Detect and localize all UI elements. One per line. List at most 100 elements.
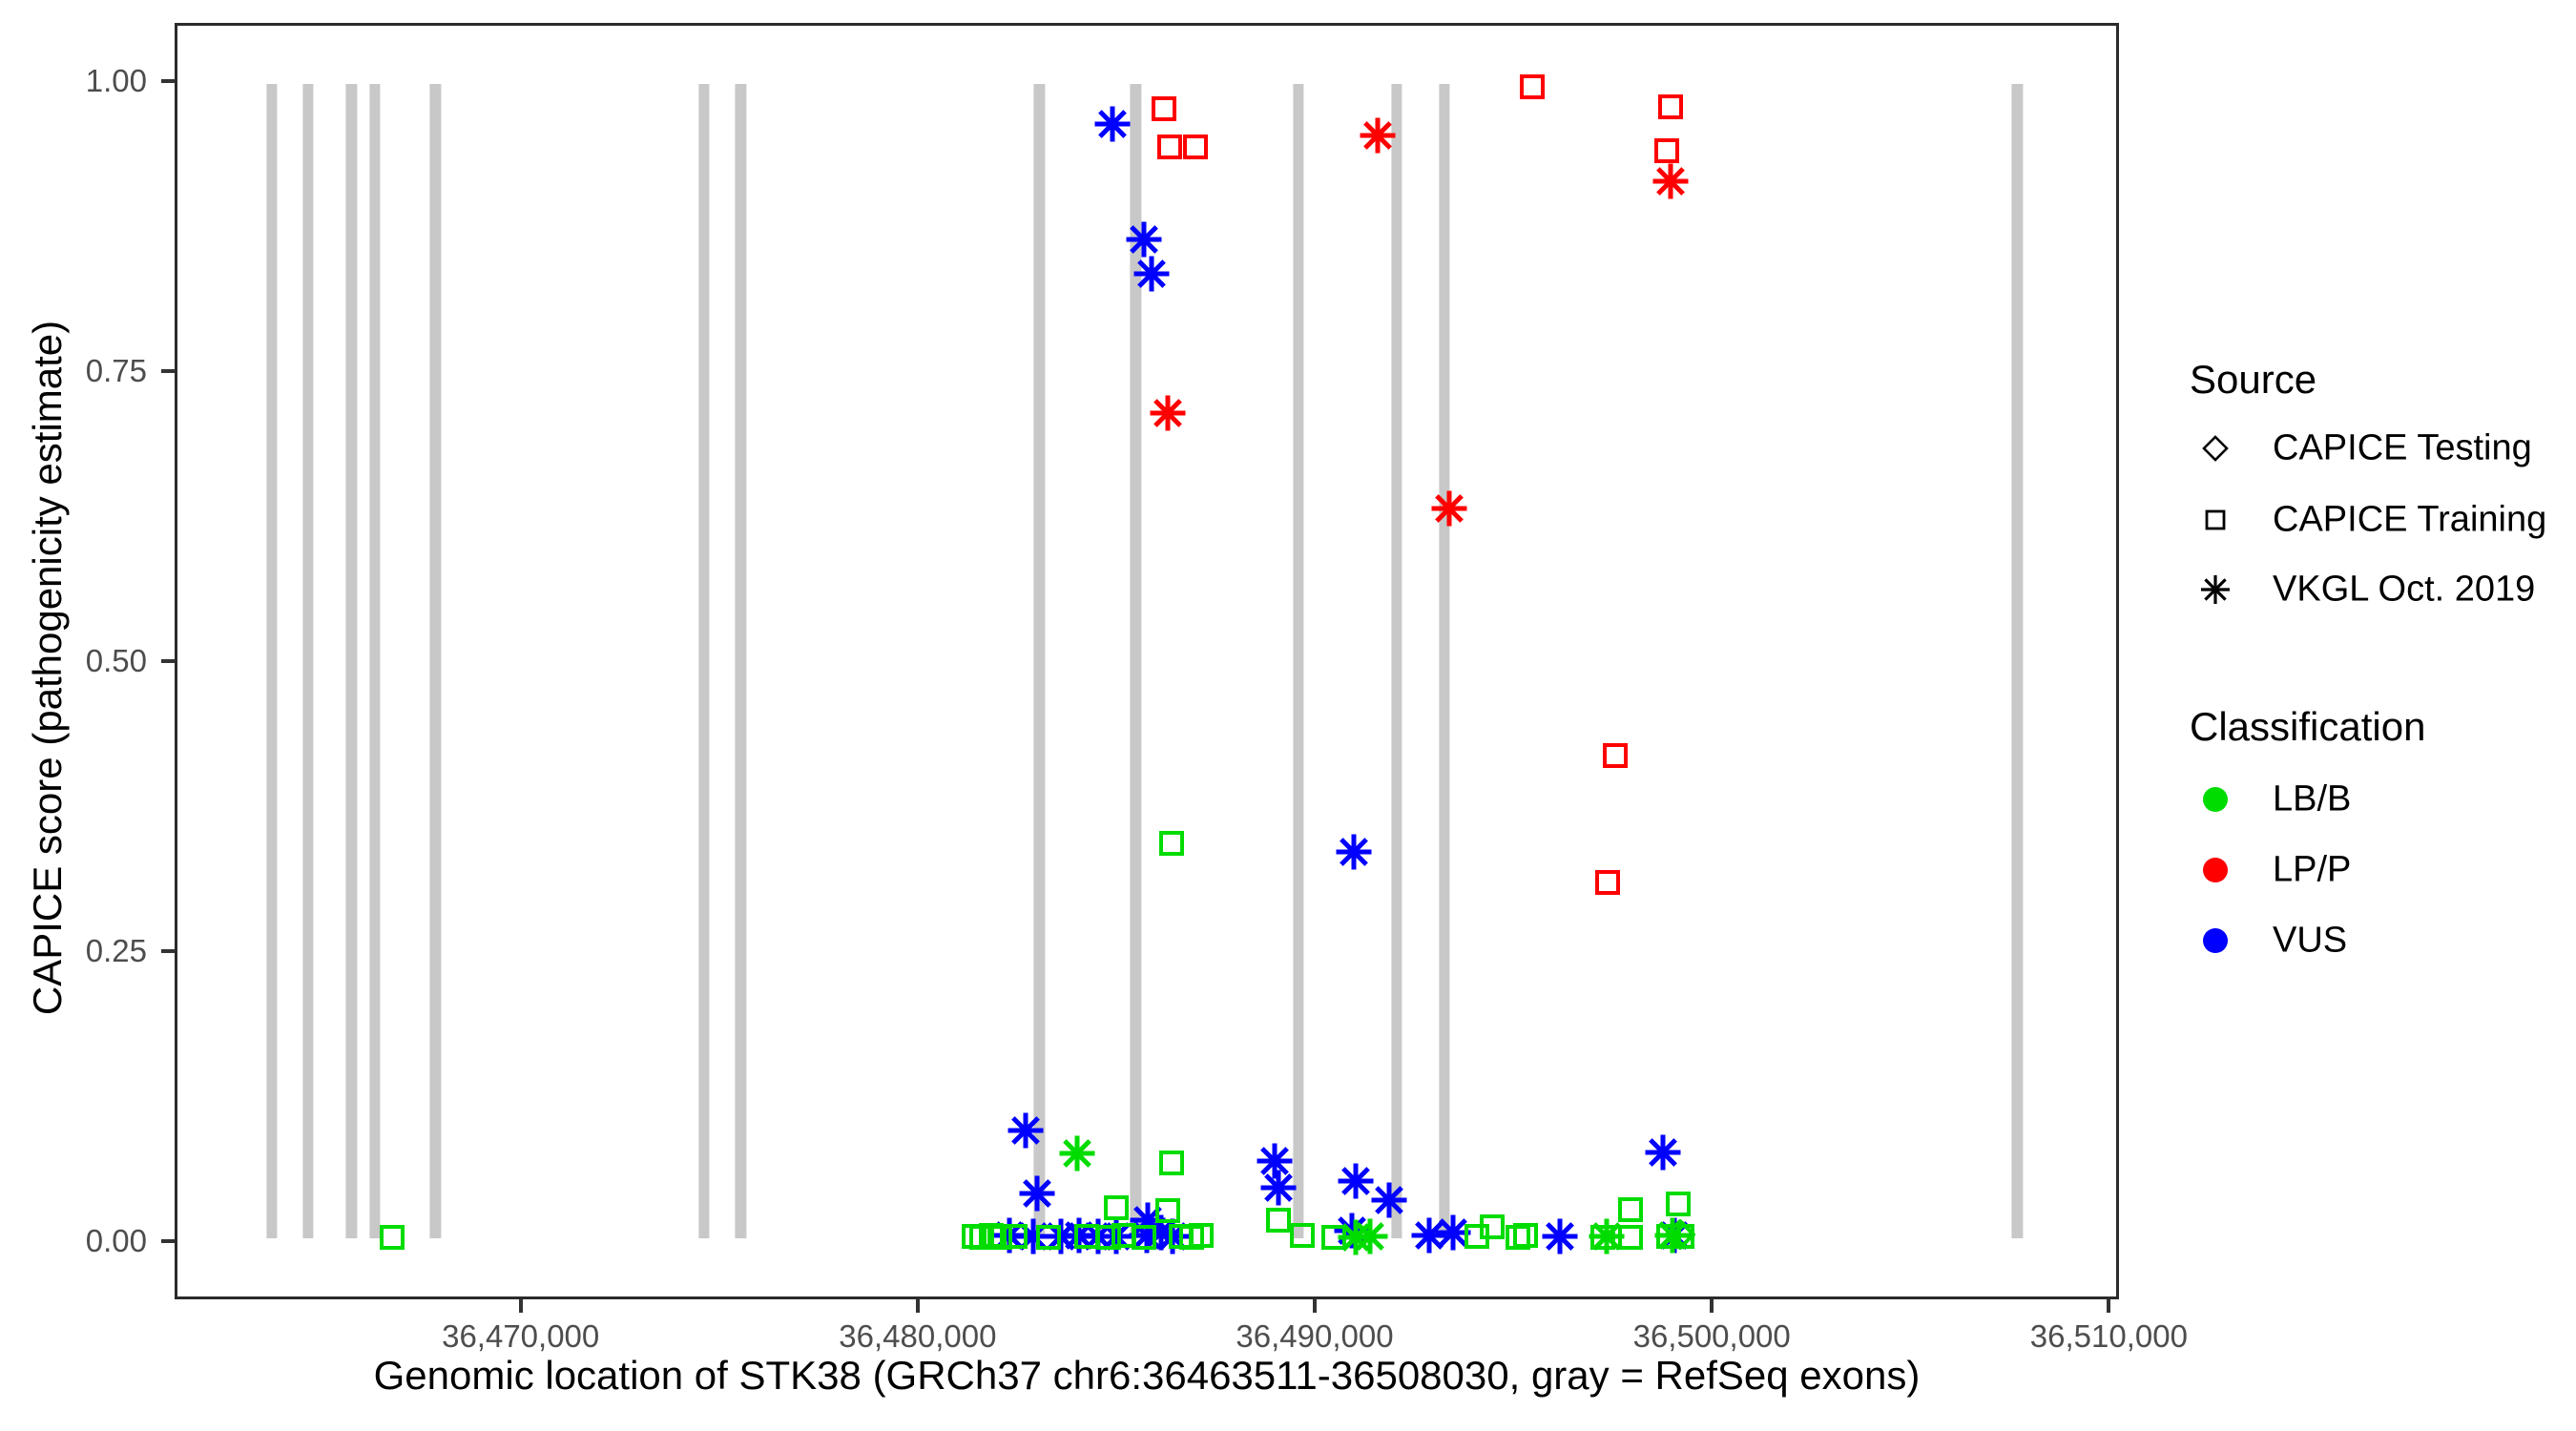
point-marker bbox=[1541, 1217, 1579, 1255]
x-axis-tick bbox=[1710, 1299, 1714, 1313]
point-marker bbox=[1434, 1213, 1472, 1252]
diamond-icon bbox=[2201, 434, 2230, 463]
refseq-exon-bar bbox=[429, 83, 442, 1239]
point-marker bbox=[1618, 1225, 1644, 1251]
point-marker bbox=[1189, 1222, 1215, 1248]
refseq-exon-bar bbox=[698, 83, 710, 1239]
point-marker bbox=[1618, 1197, 1644, 1223]
y-axis-tick-label: 1.00 bbox=[85, 62, 147, 98]
point-marker bbox=[1290, 1222, 1316, 1248]
point-marker bbox=[1335, 833, 1373, 871]
point-marker bbox=[1644, 1133, 1682, 1172]
point-marker bbox=[979, 1222, 1005, 1248]
square-icon bbox=[2201, 506, 2230, 534]
point-marker bbox=[1018, 1174, 1056, 1213]
point-marker bbox=[1259, 1169, 1298, 1207]
asterisk-icon bbox=[2199, 573, 2232, 606]
refseq-exon-bar bbox=[302, 83, 314, 1239]
x-axis-tick bbox=[2107, 1299, 2111, 1313]
x-axis-tick-label: 36,510,000 bbox=[2029, 1318, 2188, 1354]
legend-label: LP/P bbox=[2273, 849, 2352, 890]
point-marker bbox=[987, 1225, 1012, 1251]
legend-source-title: Source bbox=[2190, 357, 2317, 402]
point-marker bbox=[1104, 1194, 1130, 1220]
point-marker bbox=[1602, 743, 1628, 769]
point-marker bbox=[1359, 116, 1397, 155]
x-axis-tick bbox=[518, 1299, 523, 1313]
point-marker bbox=[1519, 74, 1545, 100]
point-marker bbox=[1653, 137, 1679, 163]
refseq-exon-bar bbox=[345, 83, 357, 1239]
x-axis-tick-label: 36,500,000 bbox=[1632, 1318, 1791, 1354]
x-axis-title: Genomic location of STK38 (GRCh37 chr6:3… bbox=[373, 1353, 1921, 1398]
blue-dot-icon bbox=[2203, 928, 2228, 953]
point-marker bbox=[1666, 1192, 1692, 1217]
green-dot-icon bbox=[2203, 787, 2228, 812]
refseq-exon-bar bbox=[1439, 83, 1450, 1239]
legend-label: VUS bbox=[2273, 920, 2348, 961]
plot-panel bbox=[175, 23, 2119, 1299]
point-marker bbox=[1132, 1225, 1157, 1251]
refseq-exon-bar bbox=[1130, 83, 1141, 1239]
red-dot-icon bbox=[2203, 858, 2228, 882]
refseq-exon-bar bbox=[1391, 83, 1402, 1239]
point-marker bbox=[1370, 1181, 1408, 1219]
point-marker bbox=[1513, 1222, 1539, 1248]
y-axis-title: CAPICE score (pathogenicity estimate) bbox=[25, 320, 70, 1016]
point-marker bbox=[1132, 255, 1171, 293]
refseq-exon-bar bbox=[1293, 83, 1304, 1239]
point-marker bbox=[1095, 1225, 1121, 1251]
point-marker bbox=[1003, 1224, 1028, 1250]
point-marker bbox=[1665, 1218, 1696, 1250]
refseq-exon-bar bbox=[369, 83, 381, 1239]
point-marker bbox=[1036, 1225, 1062, 1251]
point-marker bbox=[1266, 1208, 1292, 1234]
point-marker bbox=[1154, 1198, 1180, 1224]
legend-label: LB/B bbox=[2273, 778, 2352, 819]
y-axis-tick-label: 0.00 bbox=[85, 1223, 147, 1259]
legend-classification-title: Classification bbox=[2190, 704, 2426, 749]
point-marker bbox=[1410, 1216, 1448, 1255]
point-marker bbox=[1256, 1142, 1294, 1180]
point-marker bbox=[1159, 831, 1185, 857]
point-marker bbox=[1159, 1150, 1185, 1175]
x-axis-tick bbox=[915, 1299, 920, 1313]
y-axis-tick bbox=[161, 1239, 175, 1244]
point-marker bbox=[1652, 162, 1690, 200]
point-marker bbox=[1337, 1162, 1375, 1200]
point-marker bbox=[1506, 1225, 1531, 1251]
x-axis-tick-label: 36,480,000 bbox=[839, 1318, 997, 1354]
y-axis-tick bbox=[161, 659, 175, 663]
refseq-exon-bar bbox=[266, 83, 278, 1239]
y-axis-tick bbox=[161, 78, 175, 83]
x-axis-tick-label: 36,470,000 bbox=[442, 1318, 600, 1354]
refseq-exon-bar bbox=[1033, 83, 1045, 1239]
point-marker bbox=[1007, 1111, 1045, 1150]
point-marker bbox=[1655, 1224, 1681, 1250]
y-axis-tick bbox=[161, 368, 175, 373]
y-axis-tick bbox=[161, 949, 175, 954]
x-axis-tick bbox=[1313, 1299, 1318, 1313]
point-marker bbox=[1351, 1217, 1389, 1255]
refseq-exon-bar bbox=[2011, 83, 2023, 1239]
point-marker bbox=[1590, 1225, 1616, 1251]
point-marker bbox=[1594, 870, 1620, 896]
point-marker bbox=[1058, 1134, 1096, 1172]
x-axis-tick-label: 36,490,000 bbox=[1236, 1318, 1394, 1354]
legend-label: VKGL Oct. 2019 bbox=[2273, 569, 2536, 610]
point-marker bbox=[1321, 1225, 1347, 1251]
y-axis-tick-label: 0.50 bbox=[85, 643, 147, 678]
point-marker bbox=[1464, 1224, 1489, 1250]
legend-label: CAPICE Training bbox=[2273, 499, 2547, 540]
point-marker bbox=[379, 1225, 405, 1251]
y-axis-tick-label: 0.25 bbox=[85, 933, 147, 969]
legend-label: CAPICE Testing bbox=[2273, 427, 2532, 468]
point-marker bbox=[1657, 93, 1683, 119]
point-marker bbox=[1149, 394, 1187, 432]
point-marker bbox=[1157, 135, 1183, 160]
point-marker bbox=[1125, 220, 1163, 259]
refseq-exon-bar bbox=[735, 83, 746, 1239]
point-marker bbox=[1183, 135, 1209, 160]
y-axis-tick-label: 0.75 bbox=[85, 352, 147, 388]
